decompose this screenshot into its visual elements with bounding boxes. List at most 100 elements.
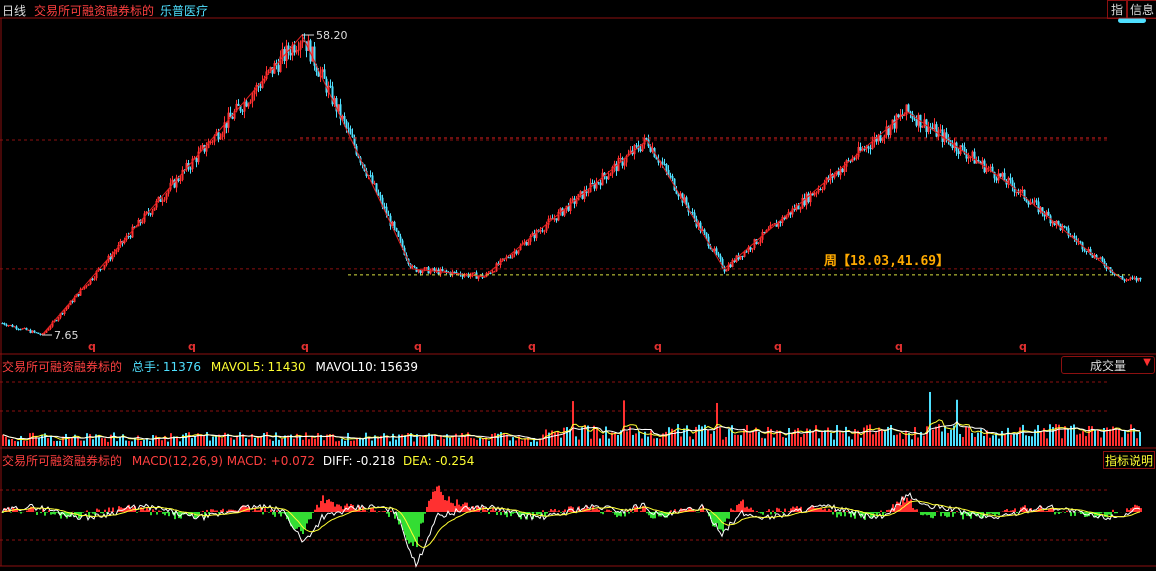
indicator-help-button[interactable]: 指标说明	[1103, 451, 1155, 469]
candle-body	[1123, 279, 1126, 281]
volume-bar	[683, 428, 685, 446]
macd-histogram-bar	[326, 499, 328, 512]
macd-histogram-bar	[1104, 512, 1106, 517]
macd-histogram-bar	[936, 511, 938, 512]
margin-tag: 交易所可融资融券标的	[34, 4, 155, 18]
candle-body	[241, 110, 244, 112]
macd-histogram-bar	[752, 509, 754, 512]
candle-body	[691, 212, 694, 214]
volume-bar	[926, 426, 928, 446]
period-label[interactable]: 日线	[2, 4, 27, 18]
volume-bar	[464, 436, 466, 446]
candle-body	[131, 226, 134, 238]
candle-body	[887, 126, 890, 136]
macd-histogram-bar	[1100, 512, 1102, 514]
volume-bar	[407, 433, 409, 446]
candle-body	[155, 200, 158, 208]
candle-body	[599, 182, 602, 186]
candle-body	[389, 215, 392, 226]
candle-body	[553, 218, 556, 220]
candle-body	[455, 272, 458, 274]
macd-title: MACD(12,26,9) MACD:	[131, 454, 267, 468]
candle-body	[127, 235, 130, 237]
volume-bar	[197, 433, 199, 446]
volume-bar	[1034, 429, 1036, 446]
volume-bar	[119, 436, 121, 446]
candle-body	[643, 137, 646, 145]
macd-histogram-bar	[160, 511, 162, 512]
volume-bar	[548, 432, 550, 446]
candle-body	[805, 193, 808, 206]
candle-body	[27, 329, 30, 331]
candle-body	[1055, 220, 1058, 226]
macd-histogram-bar	[426, 506, 428, 512]
volume-bar	[389, 441, 391, 446]
macd-histogram-bar	[826, 510, 828, 512]
candle-body	[195, 158, 198, 163]
macd-histogram-bar	[40, 512, 42, 514]
slider-icon[interactable]	[1118, 18, 1146, 23]
macd-histogram-bar	[1016, 512, 1018, 513]
macd-histogram-bar	[928, 512, 930, 515]
volume-bar	[905, 430, 907, 446]
volume-bar	[662, 433, 664, 446]
volume-bar	[590, 438, 592, 446]
macd-histogram-bar	[412, 512, 414, 546]
macd-histogram-bar	[192, 512, 194, 513]
volume-bar	[611, 432, 613, 446]
candle-body	[559, 208, 562, 212]
volume-bar	[857, 430, 859, 446]
macd-histogram-bar	[242, 505, 244, 512]
volume-indicator-dropdown[interactable]: 成交量 ▼	[1061, 356, 1155, 374]
macd-histogram-bar	[212, 509, 214, 512]
macd-histogram-bar	[54, 512, 56, 515]
candle-body	[767, 228, 770, 230]
candle-body	[847, 160, 850, 162]
volume-bar	[863, 427, 865, 446]
mavol10-label: MAVOL10:	[315, 360, 377, 374]
volume-bar	[608, 438, 610, 446]
volume-bar	[257, 436, 259, 446]
volume-bar	[740, 435, 742, 446]
candle-body	[79, 289, 82, 296]
volume-bar	[839, 430, 841, 446]
macd-histogram-bar	[982, 512, 984, 519]
volume-bar	[506, 434, 508, 446]
candle-body	[945, 132, 948, 139]
volume-bar	[305, 432, 307, 446]
volume-bar	[587, 425, 589, 446]
macd-histogram-bar	[552, 510, 554, 512]
candle-body	[621, 158, 624, 166]
volume-bar	[512, 437, 514, 446]
candle-body	[1091, 254, 1094, 258]
candle-body	[763, 231, 766, 233]
candle-body	[1077, 241, 1080, 243]
candle-body	[231, 116, 234, 119]
volume-bar	[92, 439, 94, 446]
volume-bar	[980, 429, 982, 446]
candle-body	[209, 141, 212, 143]
volume-bar	[1100, 437, 1102, 446]
candle-body	[865, 146, 868, 150]
macd-histogram-bar	[482, 506, 484, 512]
volume-bar	[935, 426, 937, 446]
macd-histogram-bar	[1004, 510, 1006, 512]
stock-name: 乐普医疗	[160, 4, 209, 18]
candle-body	[517, 250, 520, 254]
volume-bar	[959, 434, 961, 446]
macd-histogram-bar	[394, 512, 396, 519]
volume-bar	[461, 433, 463, 446]
volume-bar	[359, 438, 361, 446]
candle-body	[1111, 271, 1114, 274]
macd-histogram-bar	[458, 504, 460, 512]
candle-body	[267, 70, 270, 72]
candle-body	[989, 166, 992, 168]
macd-histogram-bar	[800, 506, 802, 512]
macd-histogram-bar	[68, 512, 70, 517]
volume-bar	[689, 436, 691, 446]
macd-histogram-bar	[644, 506, 646, 512]
volume-bar	[1127, 433, 1129, 446]
volume-bar	[44, 433, 46, 446]
volume-bar	[344, 440, 346, 446]
